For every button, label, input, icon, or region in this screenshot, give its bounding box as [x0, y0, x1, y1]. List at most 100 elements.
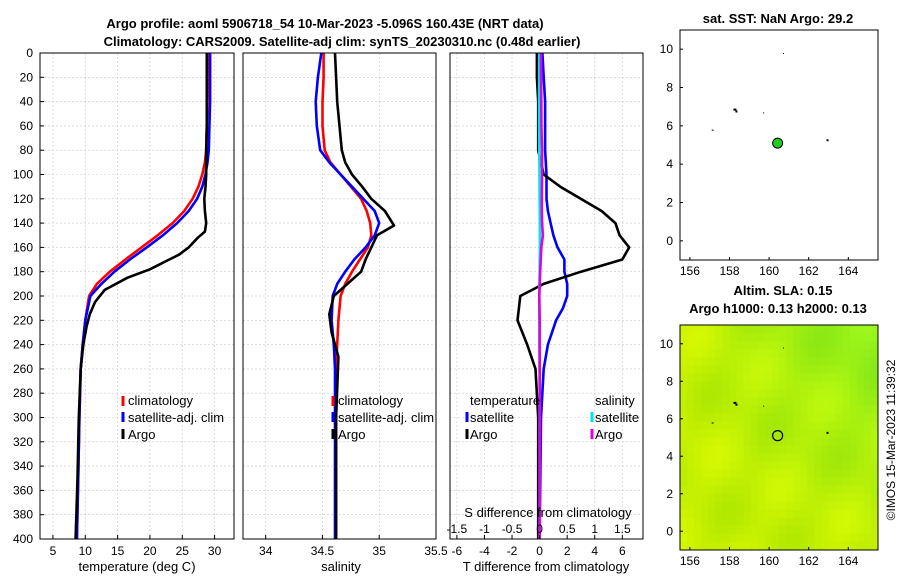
sla-cell: [736, 397, 745, 406]
sla-cell: [764, 413, 773, 422]
legend-t-argo: Argo: [470, 427, 497, 442]
sla-cell: [694, 373, 702, 382]
sla-cell: [779, 437, 787, 447]
s-diff-tick-label: 0: [536, 522, 543, 536]
sla-cell: [863, 357, 872, 366]
sla-cell: [849, 477, 858, 487]
sla-cell: [736, 357, 745, 366]
sla-cell: [821, 501, 829, 511]
sla-cell: [863, 437, 872, 447]
sla-cell: [743, 493, 752, 503]
sla-cell: [708, 333, 716, 342]
sla-cell: [771, 357, 780, 366]
sla-cell: [842, 325, 851, 334]
sla-cell: [849, 341, 858, 350]
sla-cell: [835, 341, 844, 350]
sla-cell: [870, 381, 879, 390]
sla-cell: [687, 341, 695, 350]
sla-cell: [680, 357, 688, 366]
sla-cell: [708, 341, 716, 350]
sla-cell: [764, 493, 773, 503]
map-y-tick-label: 4: [666, 449, 673, 463]
sla-cell: [708, 397, 716, 406]
sla-cell: [715, 429, 723, 438]
sla-cell: [842, 429, 851, 438]
sla-cell: [757, 445, 766, 455]
sla-cell: [715, 469, 723, 479]
sla-cell: [863, 445, 872, 455]
sla-cell: [814, 325, 822, 334]
sla-cell: [814, 333, 822, 342]
sla-cell: [870, 501, 879, 511]
sla-cell: [793, 341, 801, 350]
sla-cell: [764, 509, 773, 519]
sla-cell: [757, 349, 766, 358]
sla-cell: [814, 437, 822, 447]
island-pixel: [782, 347, 784, 349]
sla-cell: [757, 429, 766, 438]
sla-cell: [729, 533, 738, 543]
sla-cell: [757, 381, 766, 390]
sla-cell: [736, 421, 745, 430]
sla-cell: [757, 421, 766, 430]
sla-cell: [849, 525, 858, 535]
sla-cell: [842, 501, 851, 511]
sla-cell: [715, 365, 723, 374]
sla-cell: [680, 421, 688, 430]
map-x-tick-label: 164: [838, 264, 858, 278]
salinity-panel: 34 34.5 35 35.5 salinity climatology satell…: [242, 52, 448, 574]
sla-cell: [701, 373, 709, 382]
sla-cell: [708, 421, 716, 430]
s-diff-tick-label: 1.5: [614, 522, 631, 536]
depth-tick-label: 320: [13, 435, 33, 449]
sla-cell: [708, 517, 716, 527]
sla-cell: [701, 485, 709, 495]
map-y-tick-label: 6: [666, 119, 673, 133]
sla-cell: [835, 517, 844, 527]
sla-cell: [835, 541, 844, 551]
sla-cell: [793, 493, 801, 503]
sla-cell: [807, 381, 815, 390]
sla-cell: [863, 341, 872, 350]
sla-cell: [750, 453, 759, 463]
sla-cell: [722, 429, 730, 438]
sla-cell: [722, 461, 730, 471]
sla-cell: [835, 429, 844, 438]
sla-map-axes: [679, 324, 879, 551]
sla-cell: [757, 533, 766, 543]
sla-cell: [793, 325, 801, 334]
sla-cell: [757, 453, 766, 463]
sla-cell: [870, 509, 879, 519]
sla-cell: [793, 501, 801, 511]
map-x-tick-label: 158: [719, 554, 739, 568]
sla-cell: [743, 485, 752, 495]
copyright-stamp: ©IMOS 15-Mar-2023 11:39:32: [884, 359, 898, 520]
map-y-tick-label: 2: [666, 196, 673, 210]
sla-cell: [750, 341, 759, 350]
sla-cell: [835, 333, 844, 342]
sla-cell: [715, 509, 723, 519]
legend-satellite-adj: satellite-adj. clim: [338, 410, 434, 425]
sla-cell: [779, 477, 787, 487]
sla-cell: [835, 501, 844, 511]
sla-cell: [793, 389, 801, 398]
sla-cell: [680, 541, 688, 551]
sla-cell: [821, 405, 829, 414]
depth-tick-label: 100: [13, 168, 33, 182]
sla-cell: [870, 533, 879, 543]
sla-cell: [842, 509, 851, 519]
x-tick-label: 15: [111, 544, 125, 558]
sla-cell: [764, 389, 773, 398]
sla-cell: [870, 421, 879, 430]
sla-cell: [821, 453, 829, 463]
sla-cell: [771, 405, 780, 414]
legend-s-argo: Argo: [595, 427, 622, 442]
sla-cell: [828, 381, 837, 390]
sla-cell: [722, 485, 730, 495]
sla-cell: [729, 525, 738, 535]
sla-cell: [757, 485, 766, 495]
sla-cell: [856, 333, 865, 342]
depth-tick-label: 20: [20, 70, 34, 84]
sla-cell: [708, 453, 716, 463]
sla-cell: [863, 509, 872, 519]
